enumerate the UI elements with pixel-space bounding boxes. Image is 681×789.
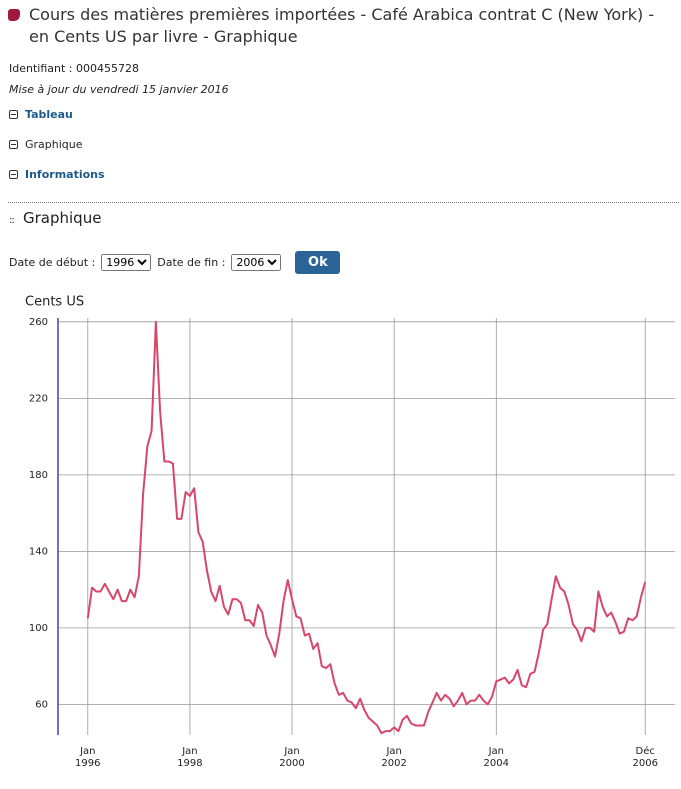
price-line xyxy=(86,320,647,735)
nav-item[interactable]: Tableau xyxy=(9,108,73,121)
x-tick-label: 1998 xyxy=(177,758,202,769)
x-tick-label: 1996 xyxy=(75,758,100,769)
x-tick-label: 2004 xyxy=(484,758,509,769)
section-title: Graphique xyxy=(23,209,102,227)
tableau-link[interactable]: Tableau xyxy=(25,108,73,121)
x-tick-label: Jan xyxy=(79,746,95,757)
x-tick-label: Jan xyxy=(488,746,504,757)
y-tick-label: 60 xyxy=(35,699,48,710)
y-tick-label: 100 xyxy=(29,623,48,634)
date-form: Date de début : 1996 Date de fin : 2006 … xyxy=(9,251,341,274)
title-line: Cours des matières premières importées -… xyxy=(29,5,655,24)
start-select[interactable]: 1996 xyxy=(101,254,152,271)
x-tick-label: 2000 xyxy=(279,758,304,769)
start-label: Date de début : xyxy=(9,256,96,269)
section-heading: :: Graphique xyxy=(9,209,102,227)
x-tick-label: Jan xyxy=(181,746,197,757)
informations-link[interactable]: Informations xyxy=(25,168,105,181)
chart: Cents US 60100140180220260Jan1996Jan1998… xyxy=(25,295,675,769)
x-tick-label: Déc xyxy=(636,745,655,757)
y-tick-label: 260 xyxy=(29,317,48,328)
separator xyxy=(8,202,679,203)
y-tick-label: 220 xyxy=(29,393,48,404)
title-line: en Cents US par livre - Graphique xyxy=(29,27,298,46)
end-label: Date de fin : xyxy=(157,256,226,269)
x-tick-label: Jan xyxy=(283,746,299,757)
end-select[interactable]: 2006 xyxy=(231,254,282,271)
page-title: Cours des matières premières importées -… xyxy=(8,4,654,48)
ok-button[interactable]: Ok xyxy=(295,251,341,274)
y-tick-label: 180 xyxy=(29,470,48,481)
y-tick-label: 140 xyxy=(29,546,48,557)
nav-item[interactable]: Graphique xyxy=(9,138,83,151)
nav-item[interactable]: Informations xyxy=(9,168,105,181)
x-tick-label: 2002 xyxy=(381,758,406,769)
title-icon xyxy=(8,9,20,21)
graphique-link[interactable]: Graphique xyxy=(25,138,83,151)
y-axis-label: Cents US xyxy=(25,295,84,310)
x-tick-label: Jan xyxy=(385,746,401,757)
x-tick-label: 2006 xyxy=(632,758,657,769)
update-date: Mise à jour du vendredi 15 janvier 2016 xyxy=(9,83,229,96)
identifier: Identifiant : 000455728 xyxy=(9,62,139,75)
